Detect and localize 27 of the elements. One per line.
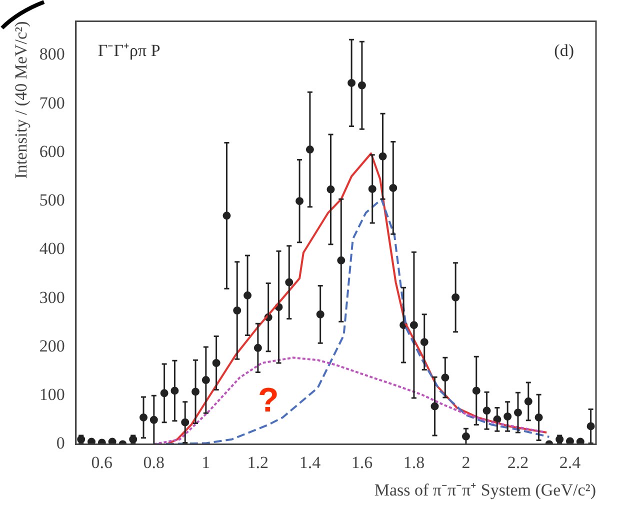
x-tick-label: 0.6 bbox=[91, 452, 113, 472]
annotation: (d) bbox=[554, 41, 574, 60]
x-tick-label: 2.4 bbox=[559, 452, 582, 472]
y-axis-title: Intensity / (40 MeV/c²) bbox=[12, 21, 31, 179]
x-tick-label: 0.8 bbox=[143, 452, 165, 472]
point bbox=[576, 438, 584, 444]
line-series bbox=[152, 356, 545, 444]
annotation: ? bbox=[258, 381, 279, 420]
x-tick-label: 2 bbox=[462, 452, 470, 472]
x-tick-label: 1.4 bbox=[299, 452, 322, 472]
y-tick-label: 400 bbox=[39, 239, 65, 258]
y-tick-label: 300 bbox=[39, 288, 65, 307]
x-tick-label: 1.6 bbox=[351, 452, 373, 472]
y-tick-label: 800 bbox=[39, 44, 65, 64]
x-axis-title: Mass of π⁻π⁻π⁺ System (GeV/c²) bbox=[374, 480, 596, 500]
text: Γ⁻Γ⁺ρπ P bbox=[98, 41, 160, 60]
x-tick-label: 1.8 bbox=[403, 452, 425, 472]
y-tick-label: 500 bbox=[39, 190, 65, 210]
x-tick-label: 1.2 bbox=[247, 452, 269, 472]
x-tick-label: 2.2 bbox=[507, 452, 529, 472]
y-tick-label: 600 bbox=[39, 142, 65, 161]
y-tick-label: 0 bbox=[56, 434, 65, 453]
y-tick-label: 200 bbox=[39, 336, 65, 356]
y-tick-label: 700 bbox=[39, 93, 65, 112]
x-tick-label: 1 bbox=[202, 452, 210, 472]
y-tick-label: 100 bbox=[39, 385, 65, 404]
point bbox=[98, 438, 106, 444]
